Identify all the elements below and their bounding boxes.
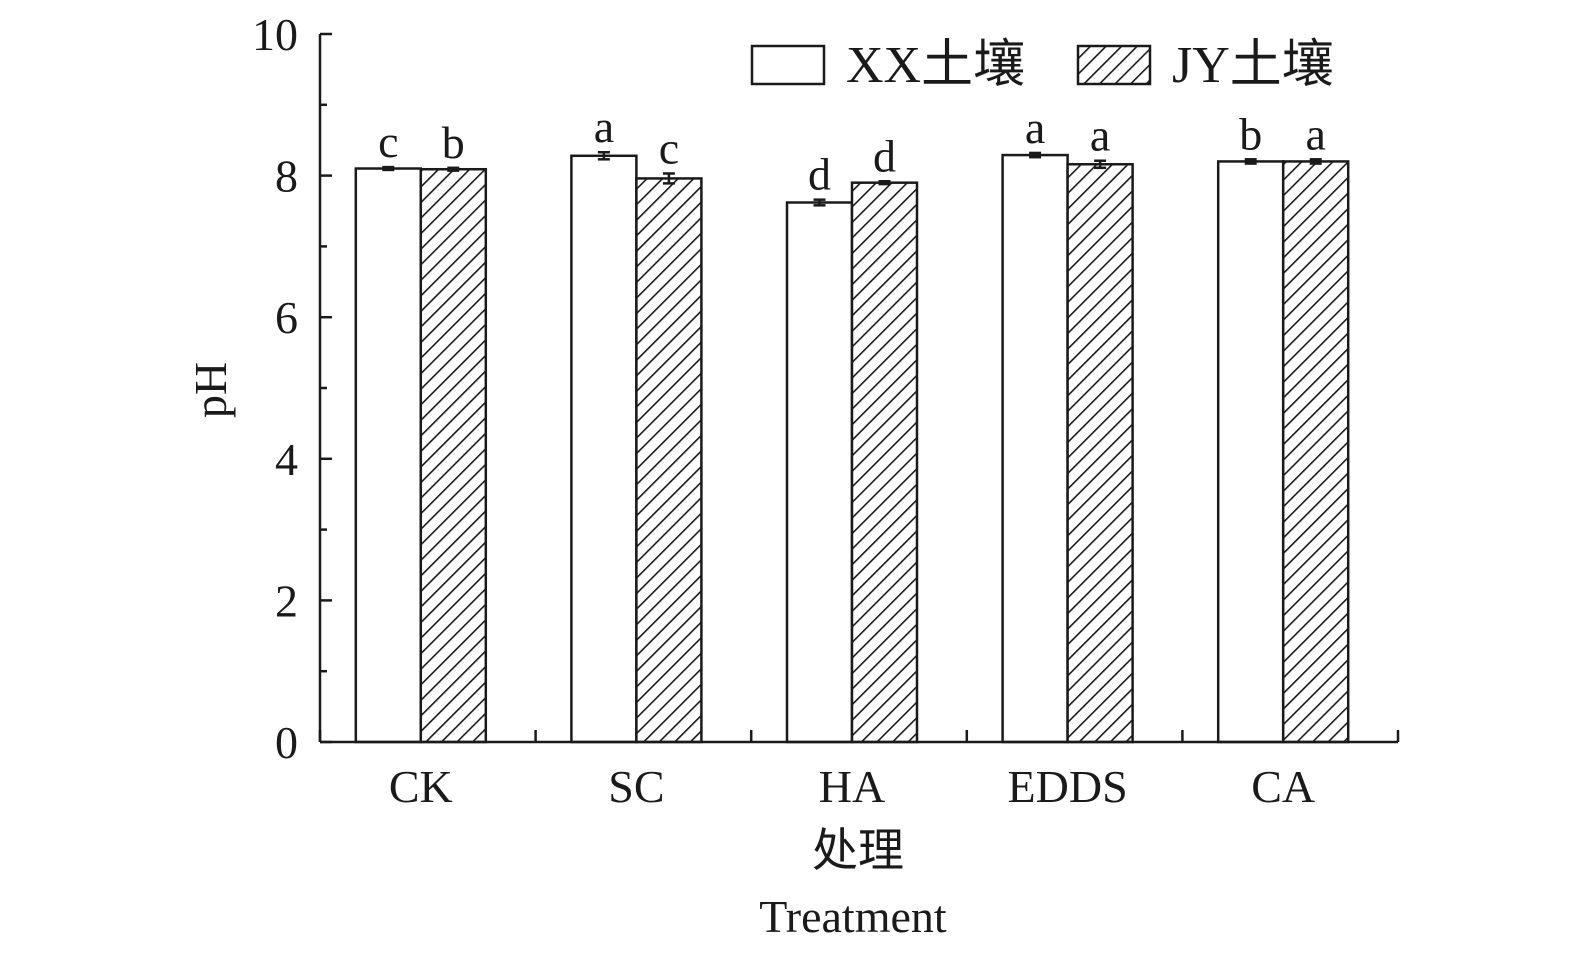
bar-1-edds [1001,153,1069,744]
bar-1-ck [354,167,423,744]
bar-1-ca [1216,160,1285,744]
legend-swatch-2 [1076,44,1152,86]
significance-label-1-ck: c [378,116,398,167]
y-tick-label: 4 [275,434,298,485]
y-tick-label: 2 [275,575,298,626]
legend-label-2: JY土壤 [1172,37,1334,94]
bar-2-ck [419,167,488,744]
significance-label-2-ha: d [873,130,896,181]
y-tick-label: 8 [275,151,298,202]
y-tick-label: 0 [275,717,298,768]
significance-label-2-ck: b [442,117,465,168]
x-axis-title-en: Treatment [759,891,947,942]
significance-label-2-sc: c [659,122,679,173]
legend: XX土壤 JY土壤 [750,37,1334,94]
significance-label-1-sc: a [594,101,614,152]
y-tick-label: 10 [252,9,298,60]
bar-1-sc [570,154,638,744]
significance-label-1-edds: a [1025,102,1045,153]
significance-label-1-ha: d [808,149,831,200]
bars-layer [354,150,1350,744]
bar-2-sc [635,177,703,744]
x-tick-label-sc: SC [608,761,664,812]
legend-swatch-1 [750,44,826,86]
significance-label-2-ca: a [1305,108,1325,159]
y-tick-label: 6 [275,292,298,343]
significance-label-2-edds: a [1090,110,1110,161]
significance-label-1-ca: b [1239,108,1262,159]
x-tick-label-ck: CK [389,761,453,812]
x-tick-label-edds: EDDS [1008,761,1128,812]
x-axis-title-cn: 处理 [812,825,904,876]
x-tick-label-ha: HA [819,761,885,812]
y-axis-title: pH [185,362,236,418]
legend-label-1: XX土壤 [846,37,1025,94]
x-tick-label-ca: CA [1251,761,1315,812]
bar-2-edds [1066,163,1134,744]
bar-1-ha [785,201,854,744]
bar-2-ha [850,181,919,744]
bar-2-ca [1281,160,1350,744]
axes-layer [318,32,1400,744]
